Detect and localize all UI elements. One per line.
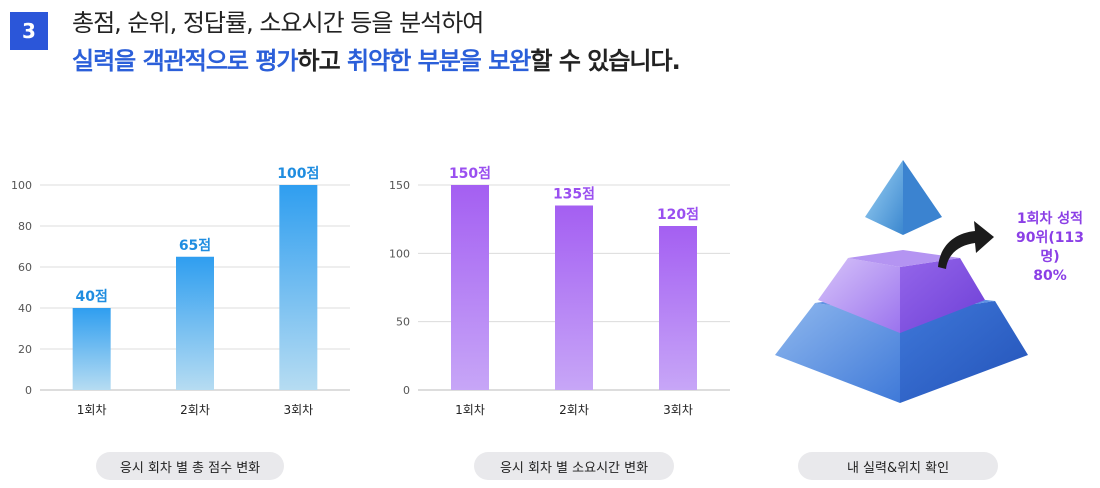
x-tick-label: 1회차 xyxy=(77,403,107,417)
headline: 총점, 순위, 정답률, 소요시간 등을 분석하여 실력을 객관적으로 평가하고… xyxy=(72,4,681,80)
y-tick-label: 20 xyxy=(18,343,32,356)
y-tick-label: 50 xyxy=(396,316,410,329)
y-tick-label: 40 xyxy=(18,302,32,315)
pyramid-top-tier xyxy=(865,160,942,235)
bar xyxy=(451,185,489,390)
y-tick-label: 100 xyxy=(389,247,410,260)
pyramid-middle-tier xyxy=(818,250,985,333)
x-tick-label: 3회차 xyxy=(663,403,693,417)
caption-time-spent: 응시 회차 별 소요시간 변화 xyxy=(474,452,674,480)
caption-total-score: 응시 회차 별 총 점수 변화 xyxy=(96,452,284,480)
y-tick-label: 60 xyxy=(18,261,32,274)
data-label: 65점 xyxy=(179,237,211,254)
step-badge: 3 xyxy=(10,12,48,50)
x-tick-label: 1회차 xyxy=(455,403,485,417)
headline-text: 할 수 있습니다. xyxy=(530,47,680,75)
headline-line-2: 실력을 객관적으로 평가하고 취약한 부분을 보완할 수 있습니다. xyxy=(72,42,681,80)
bar xyxy=(176,256,214,390)
x-tick-label: 2회차 xyxy=(559,403,589,417)
y-tick-label: 150 xyxy=(389,179,410,192)
bar xyxy=(279,185,318,390)
result-round: 1회차 성적 xyxy=(1016,211,1084,227)
bar xyxy=(555,205,593,390)
pyramid-graphic xyxy=(775,160,1028,403)
headline-highlight: 실력을 객관적으로 평가 xyxy=(72,47,299,75)
data-label: 100점 xyxy=(277,165,319,182)
headline-line-1: 총점, 순위, 정답률, 소요시간 등을 분석하여 xyxy=(72,9,484,37)
data-label: 135점 xyxy=(553,186,595,203)
caption-my-position: 내 실력&위치 확인 xyxy=(798,452,998,480)
y-tick-label: 80 xyxy=(18,220,32,233)
data-label: 150점 xyxy=(449,165,491,182)
bar xyxy=(72,308,111,390)
x-tick-label: 2회차 xyxy=(180,403,210,417)
total-score-chart: 0 20 40 60 80 100 40점 1회차 65점 2회차 100점 3회차 xyxy=(11,165,350,417)
time-spent-chart: 0 50 100 150 150점 1회차 135점 2회차 120점 3회차 xyxy=(389,165,730,417)
data-label: 120점 xyxy=(657,206,699,223)
y-tick-label: 0 xyxy=(25,384,32,397)
curved-arrow-icon xyxy=(938,221,994,269)
bar xyxy=(659,226,697,390)
x-tick-label: 3회차 xyxy=(283,403,313,417)
headline-text: 하고 xyxy=(297,47,348,75)
y-tick-label: 100 xyxy=(11,179,32,192)
result-rank: 90위(113명) xyxy=(1016,230,1084,265)
headline-highlight: 취약한 부분을 보완 xyxy=(347,47,531,75)
pyramid-result: 1회차 성적 90위(113명) 80% xyxy=(1010,210,1090,286)
y-tick-label: 0 xyxy=(403,384,410,397)
data-label: 40점 xyxy=(75,288,107,305)
result-percent: 80% xyxy=(1033,268,1067,284)
